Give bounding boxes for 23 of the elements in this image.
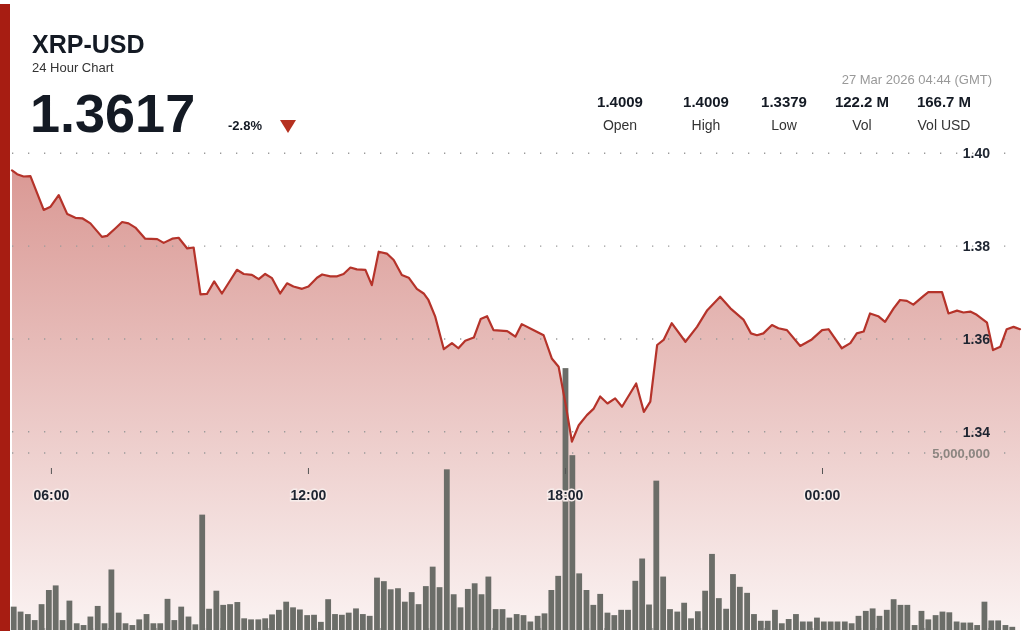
x-tick-label: 12:00 [290,487,327,503]
text: 166.7 M [916,93,972,110]
y-tick-label: 1.38 [962,238,991,255]
text: 122.2 M [834,93,890,110]
x-tick-label: 06:00 [33,487,70,503]
text: Low [771,117,798,133]
text: 1.4009 [683,93,729,110]
text: Open [602,117,638,133]
text: Vol USD [917,117,971,133]
x-tick-label: 00:00 [804,487,841,503]
y2-tick-label: 5,000,000 [932,446,990,462]
y-tick-label: 1.34 [962,423,991,440]
text: Vol [852,117,872,133]
text: High [691,117,721,133]
text: 1.3617 [30,83,196,143]
chart-subtitle: 24 Hour Chart [32,60,115,75]
text: 27 Mar 2026 04:44 (GMT) [841,72,992,87]
text: 1.3379 [761,93,807,110]
y-tick-label: 1.40 [962,145,991,162]
text: -2.8% [228,118,263,133]
chart-title: XRP-USD [32,30,145,58]
y-tick-label: 1.36 [962,330,991,347]
text: 1.4009 [597,93,643,110]
